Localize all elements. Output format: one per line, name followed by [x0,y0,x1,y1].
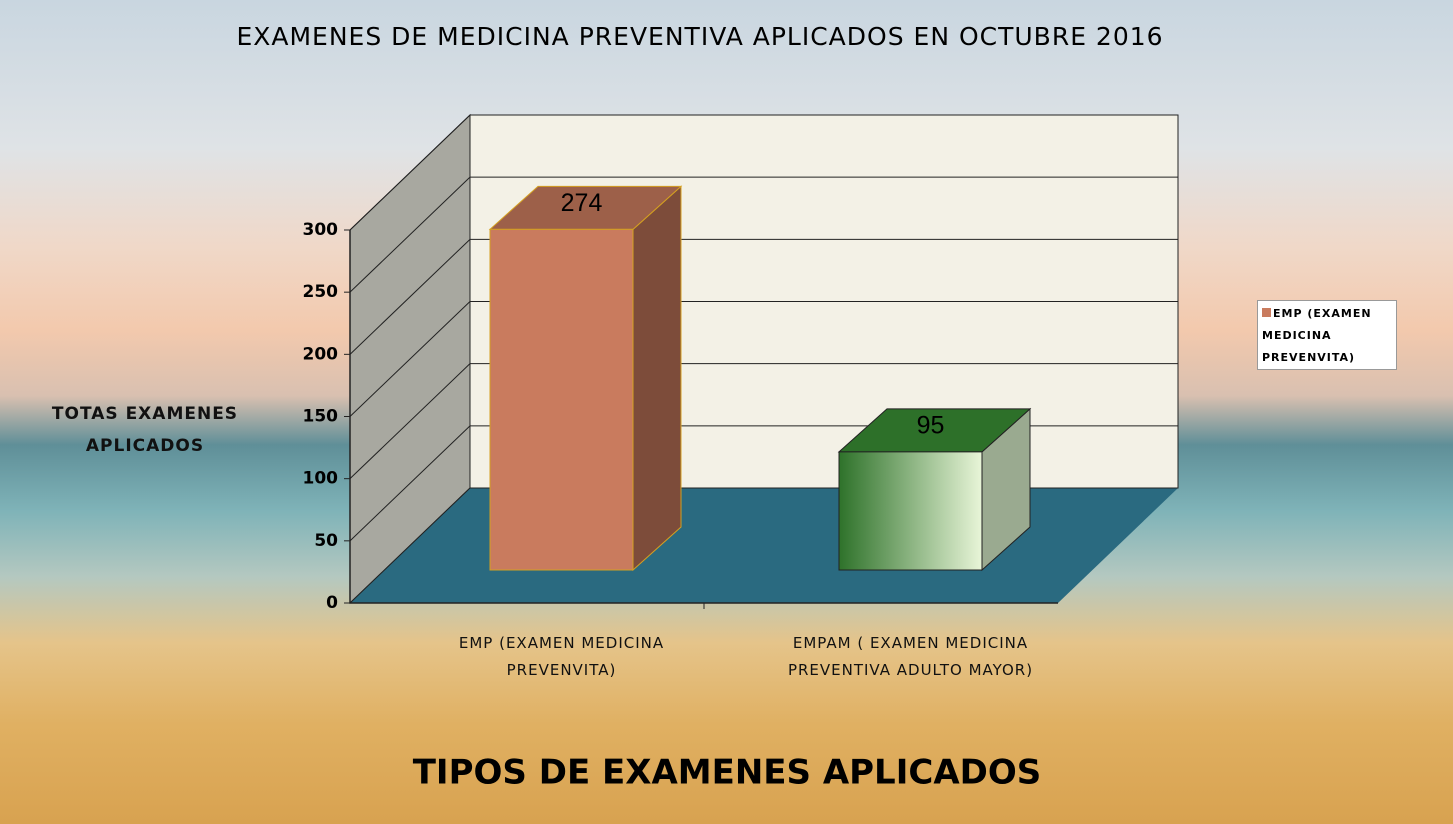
legend-entry: EMP (EXAMEN MEDICINA PREVENVITA) [1262,303,1392,369]
bar [490,229,633,570]
chart-title: EXAMENES DE MEDICINA PREVENTIVA APLICADO… [236,22,1163,51]
x-tick-label: EMP (EXAMEN MEDICINA PREVENVITA) [412,630,712,684]
y-tick-label: 0 [326,593,338,613]
bar-side [633,186,681,570]
data-label: 95 [917,411,945,439]
legend-label: EMP (EXAMEN MEDICINA PREVENVITA) [1262,307,1372,364]
data-label: 274 [561,189,603,217]
y-tick-label: 100 [303,469,339,489]
y-tick-label: 200 [303,344,339,364]
legend-swatch [1262,308,1271,317]
y-tick-label: 250 [303,282,339,302]
x-axis-title: TIPOS DE EXAMENES APLICADOS [413,753,1042,793]
y-tick-label: 300 [303,220,339,240]
x-tick-label: EMPAM ( EXAMEN MEDICINA PREVENTIVA ADULT… [761,630,1061,684]
legend: EMP (EXAMEN MEDICINA PREVENVITA) [1257,300,1397,370]
y-tick-label: 150 [303,407,339,427]
chart: EXAMENES DE MEDICINA PREVENTIVA APLICADO… [0,0,1453,824]
y-tick-label: 50 [314,531,338,551]
floor [350,488,1178,603]
y-axis-title: TOTAS EXAMENES APLICADOS [20,398,270,462]
bar [839,452,982,570]
